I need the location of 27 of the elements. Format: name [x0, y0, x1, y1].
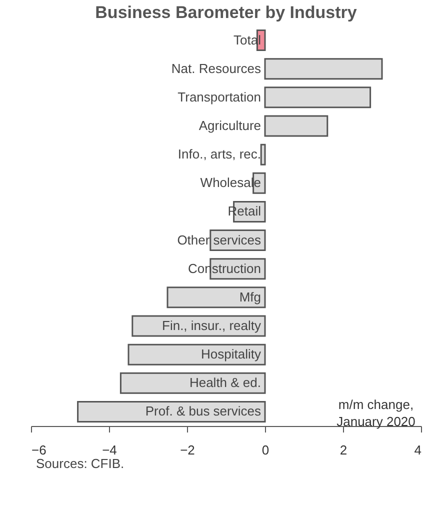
x-tick-label: −4 — [102, 442, 117, 458]
x-tick-label: −6 — [32, 442, 46, 458]
bar — [264, 115, 328, 137]
x-tick-label: 0 — [262, 442, 270, 458]
y-tick-label: Nat. Resources — [171, 60, 262, 76]
source-note: Sources: CFIB. — [36, 456, 124, 471]
bar — [77, 400, 266, 422]
y-tick-label: Agriculture — [198, 118, 261, 133]
annotation: m/m change, January 2020 — [336, 397, 416, 429]
bar — [260, 144, 266, 166]
y-tick-label: Transportation — [178, 89, 261, 104]
y-tick-label: Fin., insur., realty — [162, 318, 262, 333]
chart-title: Business Barometer by Industry — [95, 3, 358, 22]
x-tick-label: 2 — [340, 442, 348, 458]
bar — [166, 286, 266, 308]
bar — [264, 86, 372, 108]
x-tick-label: −2 — [180, 442, 195, 458]
y-tick-label: Other services — [177, 232, 262, 248]
y-tick-label: Info., arts, rec. — [178, 146, 261, 162]
bar — [128, 344, 266, 366]
y-tick-label: Health & ed. — [189, 375, 261, 390]
y-tick-label: Mfg — [239, 289, 261, 304]
y-tick-label: Prof. & bus services — [145, 404, 262, 419]
bar — [264, 58, 383, 80]
bar — [120, 372, 266, 394]
x-tick-label: 4 — [414, 442, 422, 458]
y-tick-label: Hospitality — [201, 346, 262, 362]
